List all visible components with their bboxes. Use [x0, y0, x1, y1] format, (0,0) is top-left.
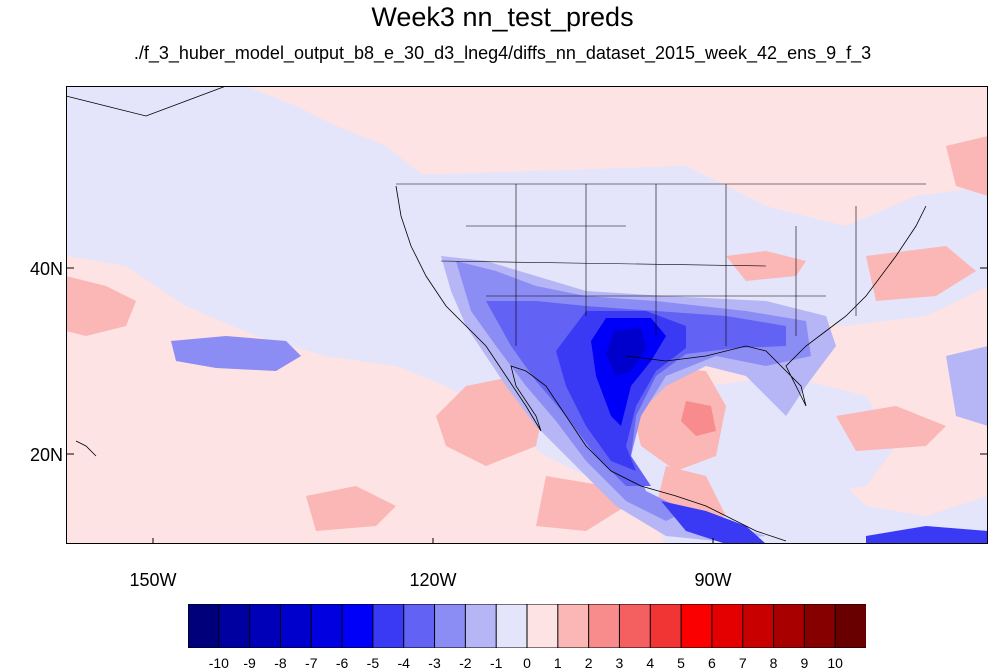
- colorbar-level-label: 8: [769, 655, 778, 671]
- colorbar-swatch: [588, 604, 621, 648]
- colorbar: [188, 604, 866, 648]
- colorbar-level-label: -9: [243, 655, 256, 671]
- colorbar-swatch: [249, 604, 282, 648]
- colorbar-swatch: [803, 604, 837, 648]
- colorbar-level-label: -7: [305, 655, 318, 671]
- plot-title: Week3 nn_test_preds: [371, 2, 634, 32]
- colorbar-level-label: -4: [397, 655, 410, 671]
- anomaly-map: [66, 86, 988, 544]
- inner-ticks: [66, 267, 988, 544]
- colorbar-level-label: -2: [459, 655, 472, 671]
- colorbar-swatch: [834, 604, 866, 648]
- colorbar-swatch: [188, 604, 220, 648]
- colorbar-swatch: [680, 604, 713, 648]
- colorbar-swatch: [403, 604, 436, 648]
- lat-label-20n: 20N: [30, 445, 64, 465]
- colorbar-level-label: 9: [800, 655, 809, 671]
- colorbar-swatch: [464, 604, 498, 648]
- colorbar-swatch: [557, 604, 590, 648]
- colorbar-swatch: [495, 604, 528, 648]
- state-borders: [396, 183, 926, 346]
- colorbar-level-label: -5: [366, 655, 380, 671]
- colorbar-level-label: -6: [335, 655, 349, 671]
- colorbar-swatch: [372, 604, 405, 648]
- colorbar-level-label: -8: [274, 655, 287, 671]
- map-panel: [66, 86, 988, 544]
- coastlines: [66, 86, 927, 542]
- colorbar-level-label: 3: [615, 655, 624, 671]
- colorbar-level-label: 5: [677, 655, 685, 671]
- lon-label-90w: 90W: [694, 570, 732, 590]
- colorbar-swatch: [649, 604, 683, 648]
- colorbar-level-label: -3: [428, 655, 441, 671]
- colorbar-swatch: [218, 604, 251, 648]
- colorbar-swatch: [773, 604, 806, 648]
- colorbar-swatch: [434, 604, 467, 648]
- colorbar-level-label: 0: [523, 655, 531, 671]
- colorbar-level-label: 4: [646, 655, 655, 671]
- colorbar-level-label: 7: [738, 655, 747, 671]
- colorbar-swatch: [618, 604, 652, 648]
- colorbar-level-label: -1: [489, 655, 503, 671]
- lat-label-40n: 40N: [30, 259, 64, 279]
- colorbar-level-label: 10: [827, 655, 843, 671]
- colorbar-swatch: [742, 604, 775, 648]
- colorbar-swatch: [711, 604, 744, 648]
- lon-label-150w: 150W: [129, 570, 177, 590]
- colorbar-swatch: [526, 604, 559, 648]
- plot-subtitle: ./f_3_huber_model_output_b8_e_30_d3_lneg…: [133, 43, 872, 63]
- colorbar-swatch: [341, 604, 374, 648]
- negative-areas: [171, 256, 988, 544]
- colorbar-swatch: [310, 604, 344, 648]
- colorbar-level-label: 2: [584, 655, 593, 671]
- colorbar-level-label: -10: [208, 655, 229, 671]
- colorbar-level-label: 1: [553, 655, 562, 671]
- colorbar-level-label: 6: [708, 655, 716, 671]
- lon-label-120w: 120W: [409, 570, 457, 590]
- colorbar-swatch: [279, 604, 313, 648]
